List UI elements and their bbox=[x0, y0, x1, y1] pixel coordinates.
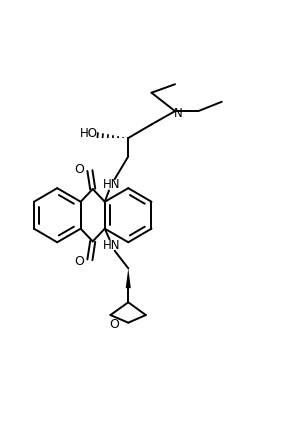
Text: N: N bbox=[174, 107, 183, 120]
Text: O: O bbox=[110, 318, 120, 331]
Text: O: O bbox=[74, 163, 84, 176]
Text: HN: HN bbox=[103, 178, 121, 191]
Polygon shape bbox=[126, 268, 131, 288]
Text: O: O bbox=[74, 255, 84, 268]
Text: HO: HO bbox=[80, 127, 98, 140]
Text: HN: HN bbox=[103, 239, 121, 252]
